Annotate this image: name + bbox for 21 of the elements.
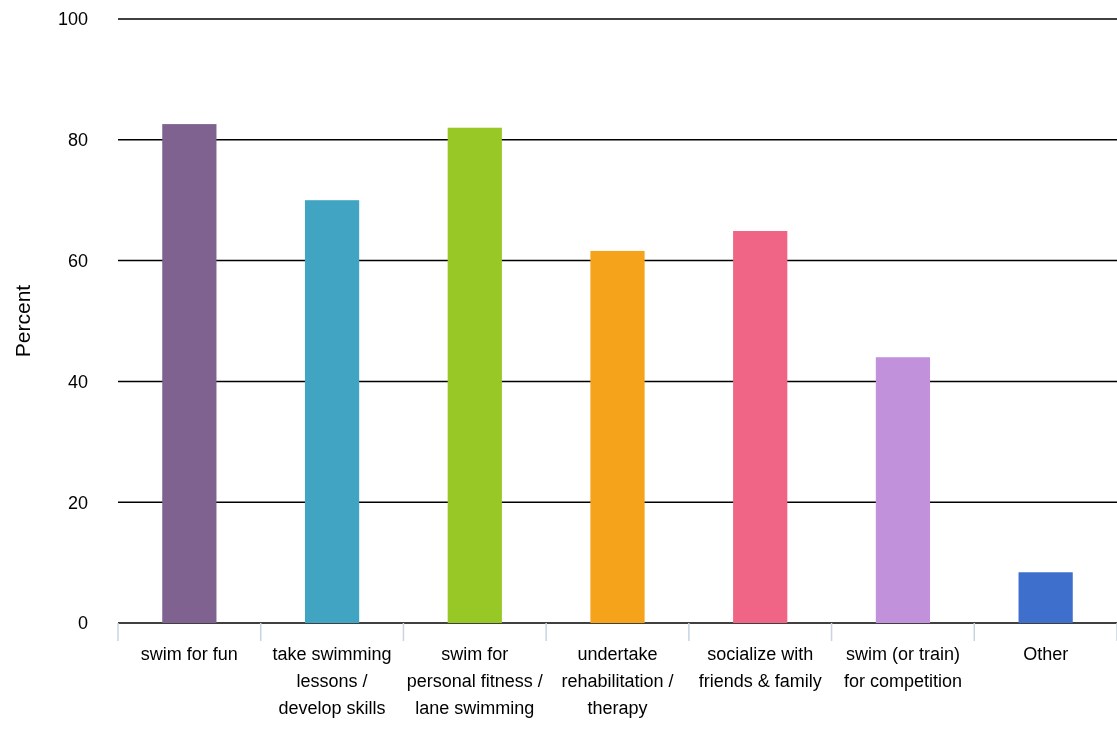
bar — [1018, 572, 1073, 623]
y-tick-label: 40 — [67, 371, 88, 392]
x-tick-label: swim (or train) for competition — [843, 644, 962, 691]
x-tick-label: socialize with friends & family — [698, 644, 822, 691]
x-tick-label: take swimming lessons / develop skills — [272, 644, 392, 718]
bar — [590, 250, 645, 623]
y-tick-label: 0 — [77, 613, 88, 634]
y-tick-label: 100 — [57, 9, 88, 30]
x-tick-label: swim for fun — [140, 644, 238, 664]
x-tick-label: undertake rehabilitation / therapy — [561, 644, 674, 718]
bar — [447, 127, 502, 623]
y-tick-label: 20 — [67, 492, 88, 513]
x-tick-label: swim for personal fitness / lane swimming — [406, 644, 543, 718]
bar — [875, 357, 931, 623]
y-tick-label: 80 — [67, 130, 88, 151]
y-tick-label: 60 — [67, 250, 88, 271]
x-tick-label: Other — [1023, 644, 1069, 664]
bar — [733, 231, 788, 623]
bar — [304, 200, 360, 623]
bar — [162, 124, 217, 623]
y-axis-title: Percent — [11, 284, 34, 358]
